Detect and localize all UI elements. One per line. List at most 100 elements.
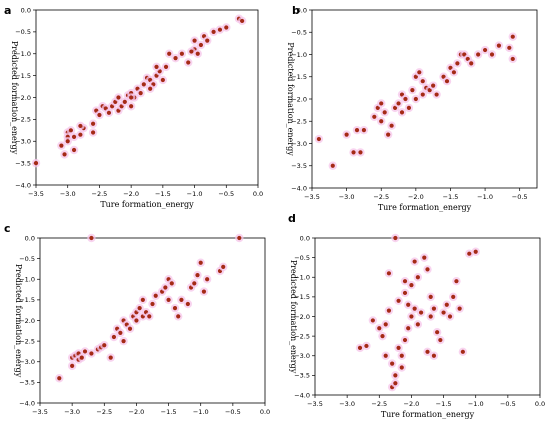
data-point xyxy=(396,101,401,106)
y-tick-label: −4.0 xyxy=(294,391,310,399)
x-tick-label: −1.5 xyxy=(161,408,177,416)
x-tick-label: 0.0 xyxy=(260,408,270,416)
data-point xyxy=(434,92,439,97)
x-tick-label: −3.5 xyxy=(28,190,44,198)
x-tick-label: −1.0 xyxy=(468,400,484,408)
data-point xyxy=(377,326,382,331)
data-point xyxy=(390,361,395,366)
data-point xyxy=(166,297,171,302)
data-point xyxy=(195,273,200,278)
y-axis-label: Predicted formation_energy xyxy=(14,264,23,378)
data-point xyxy=(82,349,88,354)
data-point xyxy=(111,334,117,340)
data-point xyxy=(406,302,411,307)
data-point xyxy=(71,134,77,139)
data-point xyxy=(482,47,488,53)
data-point xyxy=(422,255,427,260)
data-point xyxy=(467,251,472,256)
x-tick-label: −0.5 xyxy=(218,190,234,198)
data-point xyxy=(441,310,446,315)
x-tick-label: −0.5 xyxy=(512,193,528,201)
x-tick-label: −3.0 xyxy=(339,193,355,201)
data-point xyxy=(399,365,404,370)
y-tick-label: −0.5 xyxy=(15,28,31,36)
y-tick-label: −3.0 xyxy=(291,140,307,148)
y-tick-label: −3.5 xyxy=(15,159,31,167)
data-point xyxy=(129,104,134,109)
y-tick-label: −4.0 xyxy=(19,399,35,407)
y-tick-label: −1.0 xyxy=(291,51,307,59)
x-axis-label: Ture formation_energy xyxy=(378,203,472,212)
data-point xyxy=(316,136,322,142)
data-point xyxy=(379,101,384,106)
data-point xyxy=(153,293,158,298)
data-point xyxy=(380,334,385,339)
data-point xyxy=(354,128,360,133)
data-point xyxy=(150,301,155,307)
x-tick-label: −2.5 xyxy=(92,190,108,198)
data-point xyxy=(507,45,512,50)
data-point xyxy=(460,349,465,354)
data-point xyxy=(420,79,425,84)
data-point xyxy=(192,281,197,286)
data-point xyxy=(79,355,84,360)
data-point xyxy=(496,43,502,48)
x-tick-label: −2.5 xyxy=(371,400,387,408)
panel-letter-d: d xyxy=(288,212,296,225)
data-point xyxy=(195,51,200,56)
data-point xyxy=(205,277,210,282)
data-point xyxy=(344,132,349,137)
x-tick-label: −2.0 xyxy=(129,408,145,416)
x-tick-label: 0.0 xyxy=(535,400,545,408)
data-point xyxy=(189,49,194,54)
data-point xyxy=(121,339,126,344)
data-point xyxy=(201,289,207,294)
y-tick-label: −2.0 xyxy=(294,313,310,321)
data-point xyxy=(425,267,430,272)
data-point xyxy=(418,310,424,315)
data-point xyxy=(70,363,75,368)
data-point xyxy=(431,353,437,358)
y-tick-label: −2.0 xyxy=(19,317,35,325)
data-point xyxy=(431,83,436,88)
data-point xyxy=(221,264,226,269)
data-point xyxy=(62,152,67,157)
data-point xyxy=(160,77,165,83)
panel-letter-c: c xyxy=(4,222,11,235)
data-point xyxy=(382,110,387,115)
x-tick-label: −3.5 xyxy=(32,408,48,416)
data-point xyxy=(396,298,401,303)
y-tick-label: −2.5 xyxy=(294,332,310,340)
y-tick-label: −1.0 xyxy=(294,274,310,282)
data-point xyxy=(396,345,401,350)
y-tick-label: −4.0 xyxy=(15,181,31,189)
y-axis-label: Predicted formation_energy xyxy=(289,260,298,374)
data-point xyxy=(412,306,417,311)
data-point xyxy=(71,147,77,153)
y-tick-label: −2.5 xyxy=(19,337,35,345)
y-tick-label: 0.0 xyxy=(297,6,307,14)
data-point xyxy=(205,38,210,43)
data-point xyxy=(172,306,178,311)
data-point xyxy=(379,119,384,124)
data-point xyxy=(473,249,478,254)
data-point xyxy=(457,306,462,311)
y-tick-label: −3.5 xyxy=(19,379,35,387)
x-tick-label: 0.0 xyxy=(253,190,263,198)
data-point xyxy=(510,56,515,62)
x-tick-label: −3.0 xyxy=(64,408,80,416)
data-point xyxy=(116,95,121,100)
y-tick-label: −0.5 xyxy=(19,255,35,263)
x-tick-label: −1.0 xyxy=(187,190,203,198)
data-point xyxy=(89,235,94,241)
data-point xyxy=(176,314,181,319)
data-point xyxy=(163,64,169,69)
x-axis-label: Ture formation_energy xyxy=(381,410,475,419)
data-point xyxy=(78,132,83,137)
data-point xyxy=(370,318,375,323)
y-tick-label: −1.0 xyxy=(19,276,35,284)
y-tick-label: −0.5 xyxy=(291,29,307,37)
data-point xyxy=(431,306,437,311)
x-tick-label: −2.0 xyxy=(408,193,424,201)
data-point xyxy=(383,353,388,358)
